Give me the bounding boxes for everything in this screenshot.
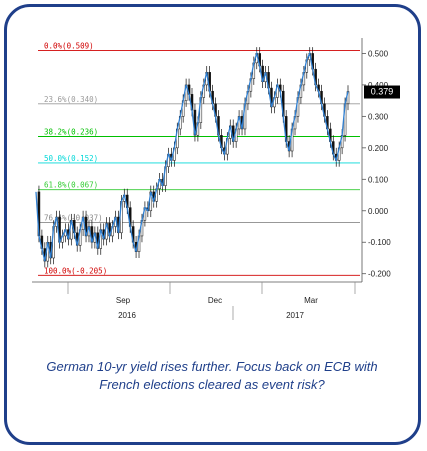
- y-tick-label: 0.300: [368, 112, 389, 121]
- fibonacci-levels: 0.0%(0.509) 23.6%(0.340) 38.2%(0.236) 50.0%…: [38, 42, 360, 276]
- y-tick-label: 0.500: [368, 49, 389, 58]
- caption-line-1: German 10-yr yield rises further. Focus …: [46, 359, 378, 374]
- x-month-label: Mar: [304, 296, 318, 305]
- fib-label-1: 23.6%(0.340): [44, 95, 98, 104]
- x-year-label: 2016: [118, 311, 136, 320]
- x-month-label: Dec: [208, 296, 222, 305]
- series-layer: [35, 47, 350, 268]
- y-tick-label: 0.200: [368, 144, 389, 153]
- last-value-label: 0.379: [371, 87, 394, 97]
- fib-label-2: 38.2%(0.236): [44, 128, 98, 137]
- y-tick-label: -0.200: [368, 270, 391, 279]
- y-tick-label: 0.100: [368, 175, 389, 184]
- x-month-label: Sep: [116, 296, 131, 305]
- last-value-tag: 0.379: [364, 85, 400, 99]
- fib-label-6: 100.0%(-0.205): [44, 266, 107, 275]
- x-axis-ticks: Sep Dec Mar 2016 2017: [67, 282, 356, 320]
- chart-caption: German 10-yr yield rises further. Focus …: [30, 358, 394, 394]
- fib-label-3: 50.0%(0.152): [44, 154, 98, 163]
- fib-label-5: 76.4%(-0.037): [44, 213, 103, 222]
- y-tick-label: 0.000: [368, 207, 389, 216]
- y-tick-label: -0.100: [368, 238, 391, 247]
- fib-label-4: 61.8%(0.067): [44, 181, 98, 190]
- plot-area: [32, 38, 362, 298]
- y-axis-ticks: 0.500 0.400 0.300 0.200 0.100 0.000 -0.100 -0.2…: [362, 49, 391, 279]
- fib-label-0: 0.0%(0.509): [44, 42, 94, 51]
- yield-series-line: [35, 50, 349, 262]
- x-year-label: 2017: [286, 311, 304, 320]
- y-tick-label: 0.400: [368, 81, 389, 90]
- caption-line-2: French elections cleared as event risk?: [99, 377, 325, 392]
